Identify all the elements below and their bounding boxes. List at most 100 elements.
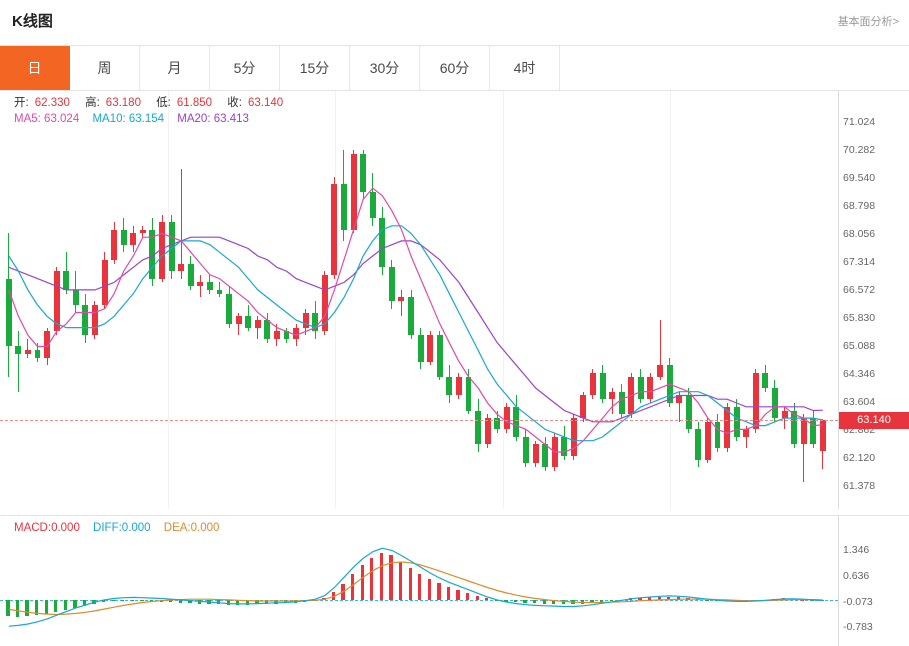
candle <box>513 91 520 509</box>
macd-pane: 1.346 0.636 -0.073 -0.783 MACD:0.000 DIFF:0… <box>0 515 909 646</box>
candle <box>5 91 12 509</box>
price-tick-label: 70.282 <box>843 144 876 157</box>
candle <box>321 91 328 509</box>
candle <box>53 91 60 509</box>
candle <box>465 91 472 509</box>
macd-histogram-bar <box>475 595 479 600</box>
high-value: 63.180 <box>105 97 141 109</box>
candle <box>714 91 721 509</box>
price-tick-label: 67.314 <box>843 256 876 268</box>
macd-histogram-bar <box>331 591 336 600</box>
candle <box>503 91 510 509</box>
macd-histogram-bar <box>245 599 249 605</box>
candle <box>254 91 261 509</box>
candle <box>82 91 89 509</box>
tab-7[interactable]: 4时 <box>490 46 560 90</box>
tab-6[interactable]: 60分 <box>420 46 490 90</box>
vertical-gridline <box>670 91 672 509</box>
macd-histogram-bar <box>418 573 422 600</box>
macd-histogram-bar <box>15 599 20 618</box>
macd-histogram-bar <box>485 598 489 600</box>
macd-histogram-bar <box>398 561 403 600</box>
price-plot[interactable] <box>0 91 838 509</box>
candle <box>647 91 654 509</box>
macd-histogram-bar <box>188 599 192 604</box>
macd-histogram-bar <box>25 599 29 617</box>
tab-0[interactable]: 日 <box>0 46 70 90</box>
macd-histogram-bar <box>427 578 431 600</box>
macd-histogram-bar <box>810 599 815 602</box>
tab-2[interactable]: 月 <box>140 46 210 90</box>
price-tick-label: 69.540 <box>843 172 876 185</box>
candle <box>743 91 750 509</box>
candle <box>704 91 711 509</box>
candle <box>475 91 482 509</box>
vertical-gridline <box>167 91 169 509</box>
macd-zero-line <box>0 599 838 601</box>
candle <box>522 91 529 509</box>
page-title: K线图 <box>12 13 53 30</box>
macd-histogram-bar <box>609 599 613 602</box>
ma5-label: MA5: <box>14 113 41 125</box>
page-header: K线图 基本面分析> <box>0 0 909 43</box>
macd-histogram-bar <box>552 599 556 604</box>
candle <box>398 91 405 509</box>
candle <box>92 91 98 509</box>
dea-value: 0.000 <box>190 522 220 534</box>
tab-3[interactable]: 5分 <box>210 46 280 90</box>
tab-1[interactable]: 周 <box>70 46 140 90</box>
close-label: 收: <box>227 97 242 109</box>
price-tick-label: 61.378 <box>843 479 876 492</box>
candle <box>139 91 146 509</box>
macd-histogram-bar <box>169 599 173 603</box>
candle <box>360 91 367 509</box>
timeframe-tabs: 日周月 5分 15分 30分 60分 4时 <box>0 45 909 91</box>
last-price-tag: 63.140 <box>839 412 909 430</box>
macd-histogram-bar <box>408 567 412 600</box>
candle <box>810 91 817 509</box>
macd-tick-label: -0.783 <box>843 621 873 634</box>
candle <box>733 91 740 509</box>
open-label: 开: <box>14 97 29 109</box>
macd-histogram-bar <box>370 558 374 600</box>
macd-tick-label: 0.636 <box>843 569 870 582</box>
candle <box>408 91 414 509</box>
candle <box>216 91 223 509</box>
candle <box>676 91 683 509</box>
candle <box>111 91 118 509</box>
candle <box>494 91 501 509</box>
macd-axis: 1.346 0.636 -0.073 -0.783 <box>838 516 909 646</box>
candle <box>570 91 577 509</box>
price-tick-label: 68.056 <box>843 228 876 241</box>
candle <box>149 91 156 509</box>
candle <box>283 91 290 509</box>
macd-histogram-bar <box>274 599 278 604</box>
candle <box>34 91 41 509</box>
candle <box>273 91 280 509</box>
vertical-gridline <box>335 91 337 509</box>
macd-histogram-bar <box>63 599 68 611</box>
macd-histogram-bar <box>561 599 566 605</box>
macd-histogram-bar <box>111 599 115 602</box>
macd-tick-label: -0.073 <box>843 595 873 608</box>
macd-histogram-bar <box>513 599 518 603</box>
candle <box>599 91 606 509</box>
tab-5[interactable]: 30分 <box>350 46 420 90</box>
macd-histogram-bar <box>102 599 106 603</box>
fundamental-analysis-link[interactable]: 基本面分析> <box>837 16 899 28</box>
candle <box>235 91 242 509</box>
macd-histogram-bar <box>73 599 77 608</box>
ma5-value: 63.024 <box>44 113 80 125</box>
tab-4[interactable]: 15分 <box>280 46 350 90</box>
price-tick-label: 66.572 <box>843 283 876 296</box>
candle <box>752 91 759 509</box>
candle <box>302 91 309 509</box>
candle <box>341 91 347 509</box>
macd-histogram-bar <box>216 599 221 605</box>
candle <box>350 91 357 509</box>
candle <box>542 91 549 509</box>
candle <box>724 91 731 509</box>
macd-plot[interactable] <box>0 516 838 646</box>
price-tick-label: 68.798 <box>843 200 876 213</box>
price-legend: 开: 62.330 高: 63.180 低: 61.850 收: 63.140 MA5:… <box>14 95 283 127</box>
